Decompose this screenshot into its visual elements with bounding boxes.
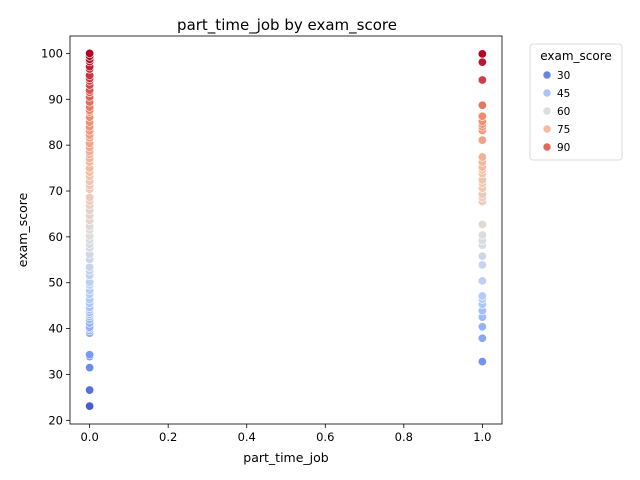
data-point [477, 49, 487, 59]
data-point [85, 48, 95, 58]
data-point [477, 230, 487, 240]
data-point [477, 291, 487, 301]
legend-title: exam_score [540, 49, 612, 63]
x-tick-label: 0.6 [316, 430, 334, 444]
y-tick-label: 80 [48, 138, 63, 152]
data-point [477, 333, 487, 343]
x-tick-label: 0.8 [395, 430, 413, 444]
data-point [477, 152, 487, 162]
legend-marker [542, 124, 552, 134]
y-tick-label: 70 [48, 184, 63, 198]
x-tick-label: 0.0 [80, 430, 98, 444]
legend-items: 30 45 60 75 90 [542, 70, 570, 154]
data-point [477, 357, 487, 367]
legend-marker [542, 70, 552, 80]
legend: exam_score 30 45 60 75 90 [529, 43, 623, 161]
data-point [477, 57, 487, 67]
y-axis-ticks: 20 30 40 50 60 70 80 90 100 [41, 46, 70, 427]
data-point [85, 192, 95, 202]
y-tick-label: 50 [48, 276, 63, 290]
x-axis-ticks: 0.0 0.2 0.4 0.6 0.8 1.0 [80, 424, 492, 444]
data-point [85, 350, 95, 360]
data-point [477, 322, 487, 332]
y-tick-label: 30 [48, 367, 63, 381]
x-tick-label: 0.2 [159, 430, 177, 444]
chart-title: part_time_job by exam_score [177, 16, 397, 35]
legend-label: 60 [557, 106, 570, 118]
data-point [85, 401, 95, 411]
x-tick-label: 0.4 [238, 430, 256, 444]
y-tick-label: 90 [48, 92, 63, 106]
data-point [477, 251, 487, 261]
data-point [477, 219, 487, 229]
x-axis-label: part_time_job [243, 450, 328, 465]
y-axis-label: exam_score [15, 192, 30, 267]
plot-frame [69, 35, 503, 425]
x-tick-label: 1.0 [473, 430, 491, 444]
legend-label: 90 [557, 142, 570, 154]
data-point [85, 262, 95, 272]
data-point [477, 100, 487, 110]
legend-marker [542, 88, 552, 98]
legend-label: 45 [557, 88, 570, 100]
y-tick-label: 20 [48, 413, 63, 427]
legend-marker [542, 142, 552, 152]
data-point [477, 135, 487, 145]
legend-marker [542, 106, 552, 116]
data-point [477, 111, 487, 121]
legend-frame [529, 43, 623, 161]
data-point [477, 75, 487, 85]
legend-label: 75 [557, 124, 570, 136]
y-tick-label: 40 [48, 322, 63, 336]
data-point [85, 363, 95, 373]
y-tick-label: 60 [48, 230, 63, 244]
points-layer [85, 48, 487, 411]
data-point [477, 260, 487, 270]
data-point [85, 385, 95, 395]
y-tick-label: 100 [41, 46, 63, 60]
legend-label: 30 [557, 70, 570, 82]
data-point [477, 276, 487, 286]
